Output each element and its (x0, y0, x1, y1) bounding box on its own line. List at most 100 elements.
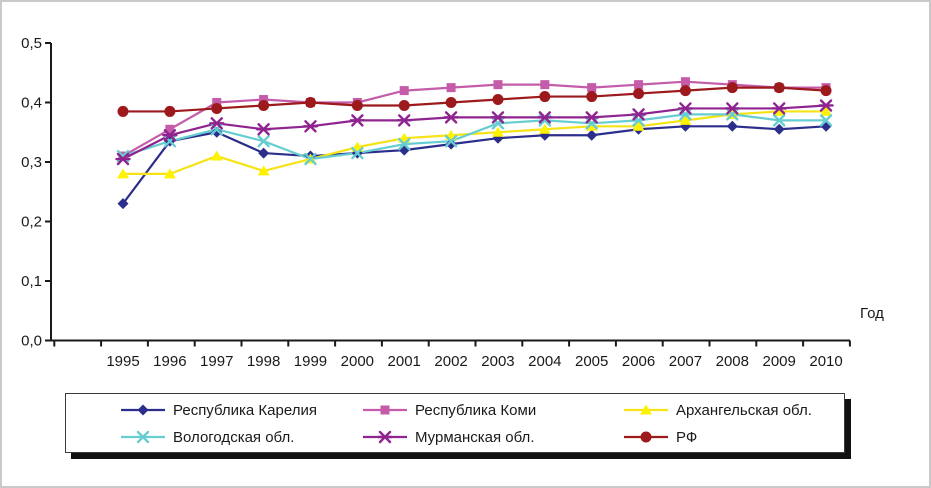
marker-x (444, 134, 458, 148)
series-line (122, 80, 827, 158)
marker-triangle (820, 105, 833, 116)
marker-diamond (820, 120, 832, 132)
x-tick-label: 1996 (153, 353, 186, 370)
marker-diamond (726, 120, 738, 132)
marker-x (398, 137, 411, 151)
legend-item: Мурманская обл. (363, 427, 534, 447)
series-line (122, 113, 827, 161)
x-tick-label: 2005 (575, 353, 608, 370)
series-line (123, 86, 827, 113)
marker-star (771, 102, 787, 115)
marker-triangle (773, 105, 786, 116)
y-tick-label: 0,4 (21, 95, 42, 112)
marker-star (377, 430, 393, 444)
legend-marker-icon (363, 430, 407, 444)
marker-square (399, 86, 409, 96)
marker-circle (633, 88, 645, 100)
x-tick-label: 1995 (106, 353, 139, 370)
marker-triangle (210, 150, 223, 161)
marker-circle (351, 99, 363, 111)
series-line (123, 110, 827, 175)
marker-star (396, 114, 412, 127)
marker-circle (820, 85, 832, 97)
legend-marker-icon (121, 430, 165, 444)
marker-square (493, 80, 503, 90)
marker-star (349, 114, 366, 127)
marker-circle (726, 82, 738, 94)
marker-triangle (640, 404, 652, 415)
series-line (122, 104, 827, 161)
series-line (122, 125, 827, 205)
marker-star (443, 111, 459, 124)
marker-star (255, 123, 272, 136)
marker-x (136, 430, 150, 444)
marker-x (304, 152, 317, 166)
legend-item: Вологодская обл. (121, 427, 294, 447)
legend-label: Мурманская обл. (415, 428, 535, 446)
marker-diamond (398, 144, 410, 156)
marker-circle (211, 102, 223, 114)
marker-circle (773, 82, 785, 94)
marker-triangle (679, 114, 692, 125)
marker-circle (258, 99, 270, 111)
legend-marker-icon (624, 404, 668, 415)
marker-square (380, 405, 390, 415)
marker-diamond (586, 129, 598, 141)
legend-box: Республика Карелия Республика Коми Арханге… (65, 393, 845, 453)
marker-star (302, 120, 319, 133)
marker-diamond (773, 123, 785, 135)
x-tick-label: 1999 (294, 353, 327, 370)
marker-triangle (163, 168, 176, 179)
marker-triangle (257, 165, 270, 176)
marker-square (259, 95, 269, 105)
marker-square (680, 77, 690, 87)
marker-circle (539, 91, 551, 103)
legend-marker-icon (624, 431, 668, 443)
legend-item: РФ (624, 427, 697, 447)
marker-square (446, 83, 456, 93)
marker-circle (304, 97, 316, 108)
y-tick-label: 0,2 (21, 214, 42, 231)
legend-label: Вологодская обл. (173, 428, 295, 446)
marker-star (490, 111, 506, 124)
legend-item: Республика Коми (363, 400, 536, 420)
x-tick-label: 2003 (481, 353, 514, 370)
marker-circle (398, 99, 410, 111)
marker-triangle (491, 126, 504, 137)
x-tick-label: 2006 (622, 353, 655, 370)
marker-triangle (538, 123, 551, 134)
marker-square (540, 80, 550, 90)
x-tick-label: 2007 (669, 353, 702, 370)
x-tick-label: 1998 (247, 353, 280, 370)
marker-x (772, 114, 786, 127)
marker-diamond (211, 126, 223, 138)
marker-star (209, 117, 225, 130)
marker-circle (117, 105, 129, 117)
marker-circle (679, 85, 691, 97)
marker-circle (640, 431, 652, 443)
marker-square (212, 98, 222, 107)
x-tick-label: 2000 (341, 353, 374, 370)
marker-circle (445, 97, 457, 108)
legend-marker-icon (363, 405, 407, 415)
marker-triangle (632, 120, 645, 131)
marker-diamond (445, 138, 457, 150)
x-tick-label: 2002 (434, 353, 467, 370)
marker-square (165, 124, 175, 134)
x-tick-label: 1997 (200, 353, 233, 370)
x-tick-label: 2009 (762, 353, 795, 370)
marker-circle (586, 91, 598, 103)
legend-label: Республика Карелия (173, 401, 317, 419)
marker-star (537, 111, 553, 124)
marker-square (634, 80, 644, 90)
marker-diamond (258, 147, 270, 159)
x-tick-label: 2001 (388, 353, 421, 370)
marker-triangle (585, 120, 598, 131)
y-tick-label: 0,0 (21, 333, 42, 350)
marker-star (818, 99, 834, 112)
legend-label: Архангельская обл. (676, 401, 812, 419)
x-tick-label: 2010 (809, 353, 842, 370)
x-tick-label: 2008 (716, 353, 749, 370)
